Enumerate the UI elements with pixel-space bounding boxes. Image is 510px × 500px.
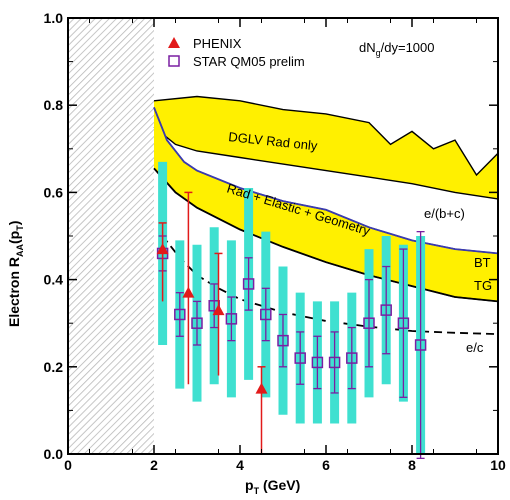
annotation-dn-main: dN bbox=[359, 40, 376, 55]
band-0 bbox=[154, 96, 498, 199]
x-axis-title: pT (GeV) bbox=[245, 477, 300, 495]
x-tick-label-2: 4 bbox=[236, 457, 244, 473]
y-axis-title: Electron RAA(pT) bbox=[6, 221, 25, 327]
curve-bt bbox=[153, 107, 498, 255]
annotation-dn-dy: dNg/dy=1000 bbox=[359, 40, 435, 58]
x-axis-title-unit: (GeV) bbox=[259, 477, 300, 493]
star-point-10 bbox=[328, 356, 341, 369]
x-tick-label-0: 0 bbox=[64, 457, 72, 473]
y-axis-title-sub1: AA bbox=[15, 243, 25, 256]
annotation-dn-rest: /dy=1000 bbox=[381, 40, 435, 55]
star-point-15 bbox=[414, 339, 427, 351]
x-tick-label-1: 2 bbox=[150, 457, 158, 473]
y-tick-label-1: 0.2 bbox=[44, 359, 64, 375]
x-tick-label-3: 6 bbox=[322, 457, 330, 473]
band-0-lower-edge bbox=[153, 126, 498, 200]
theory-bands bbox=[153, 95, 498, 303]
annotation-dn-sub: g bbox=[376, 48, 381, 58]
phenix-point-0 bbox=[156, 243, 169, 255]
legend-phenix-marker bbox=[168, 37, 180, 48]
star-point-8 bbox=[294, 352, 306, 364]
band-0-upper-edge bbox=[153, 95, 498, 177]
y-tick-label-4: 0.8 bbox=[44, 97, 64, 113]
y-axis-title-mid: (p bbox=[6, 231, 22, 244]
band-1 bbox=[154, 107, 498, 302]
star-point-4 bbox=[225, 313, 238, 325]
legend-star-marker bbox=[168, 55, 180, 67]
y-axis-title-sub2: T bbox=[15, 225, 25, 231]
star-point-13 bbox=[380, 304, 392, 316]
y-tick-label-3: 0.6 bbox=[44, 184, 64, 200]
x-tick-label-4: 8 bbox=[408, 457, 416, 473]
annotation-e-bc: e/(b+c) bbox=[424, 206, 465, 221]
star-point-5 bbox=[242, 278, 255, 290]
star-point-6 bbox=[260, 308, 272, 321]
x-axis-title-main: p bbox=[245, 477, 254, 493]
y-axis-title-end: ) bbox=[6, 221, 22, 226]
x-tick-label-5: 10 bbox=[490, 457, 506, 473]
y-tick-label-0: 0.0 bbox=[44, 446, 64, 462]
y-tick-label-2: 0.4 bbox=[44, 272, 64, 288]
phenix-point-1 bbox=[182, 286, 195, 298]
annotation-ec: e/c bbox=[466, 340, 484, 355]
annotation-bt: BT bbox=[474, 255, 491, 270]
x-axis-title-sub: T bbox=[254, 486, 260, 495]
star-point-11 bbox=[346, 352, 358, 364]
star-point-9 bbox=[311, 356, 324, 369]
legend-phenix-label: PHENIX bbox=[193, 36, 242, 51]
legend: PHENIX STAR QM05 prelim bbox=[168, 36, 305, 69]
star-point-2 bbox=[191, 317, 203, 329]
phenix-point-3 bbox=[255, 382, 268, 394]
y-axis-title-main: Electron R bbox=[6, 257, 22, 327]
phenix-points bbox=[156, 191, 268, 454]
legend-star-label: STAR QM05 prelim bbox=[193, 54, 305, 69]
annotation-tg: TG bbox=[474, 278, 492, 293]
excluded-region bbox=[68, 18, 154, 454]
star-point-1 bbox=[174, 308, 186, 321]
star-point-14 bbox=[397, 317, 410, 329]
y-tick-label-5: 1.0 bbox=[44, 10, 64, 26]
curve-tg bbox=[153, 167, 498, 303]
star-point-7 bbox=[277, 334, 289, 347]
axis-ticks: 0 2 4 6 8 10 0.0 0.2 0.4 0.6 0.8 1.0 bbox=[44, 10, 506, 473]
star-point-12 bbox=[363, 317, 375, 329]
phenix-point-2 bbox=[212, 304, 225, 316]
